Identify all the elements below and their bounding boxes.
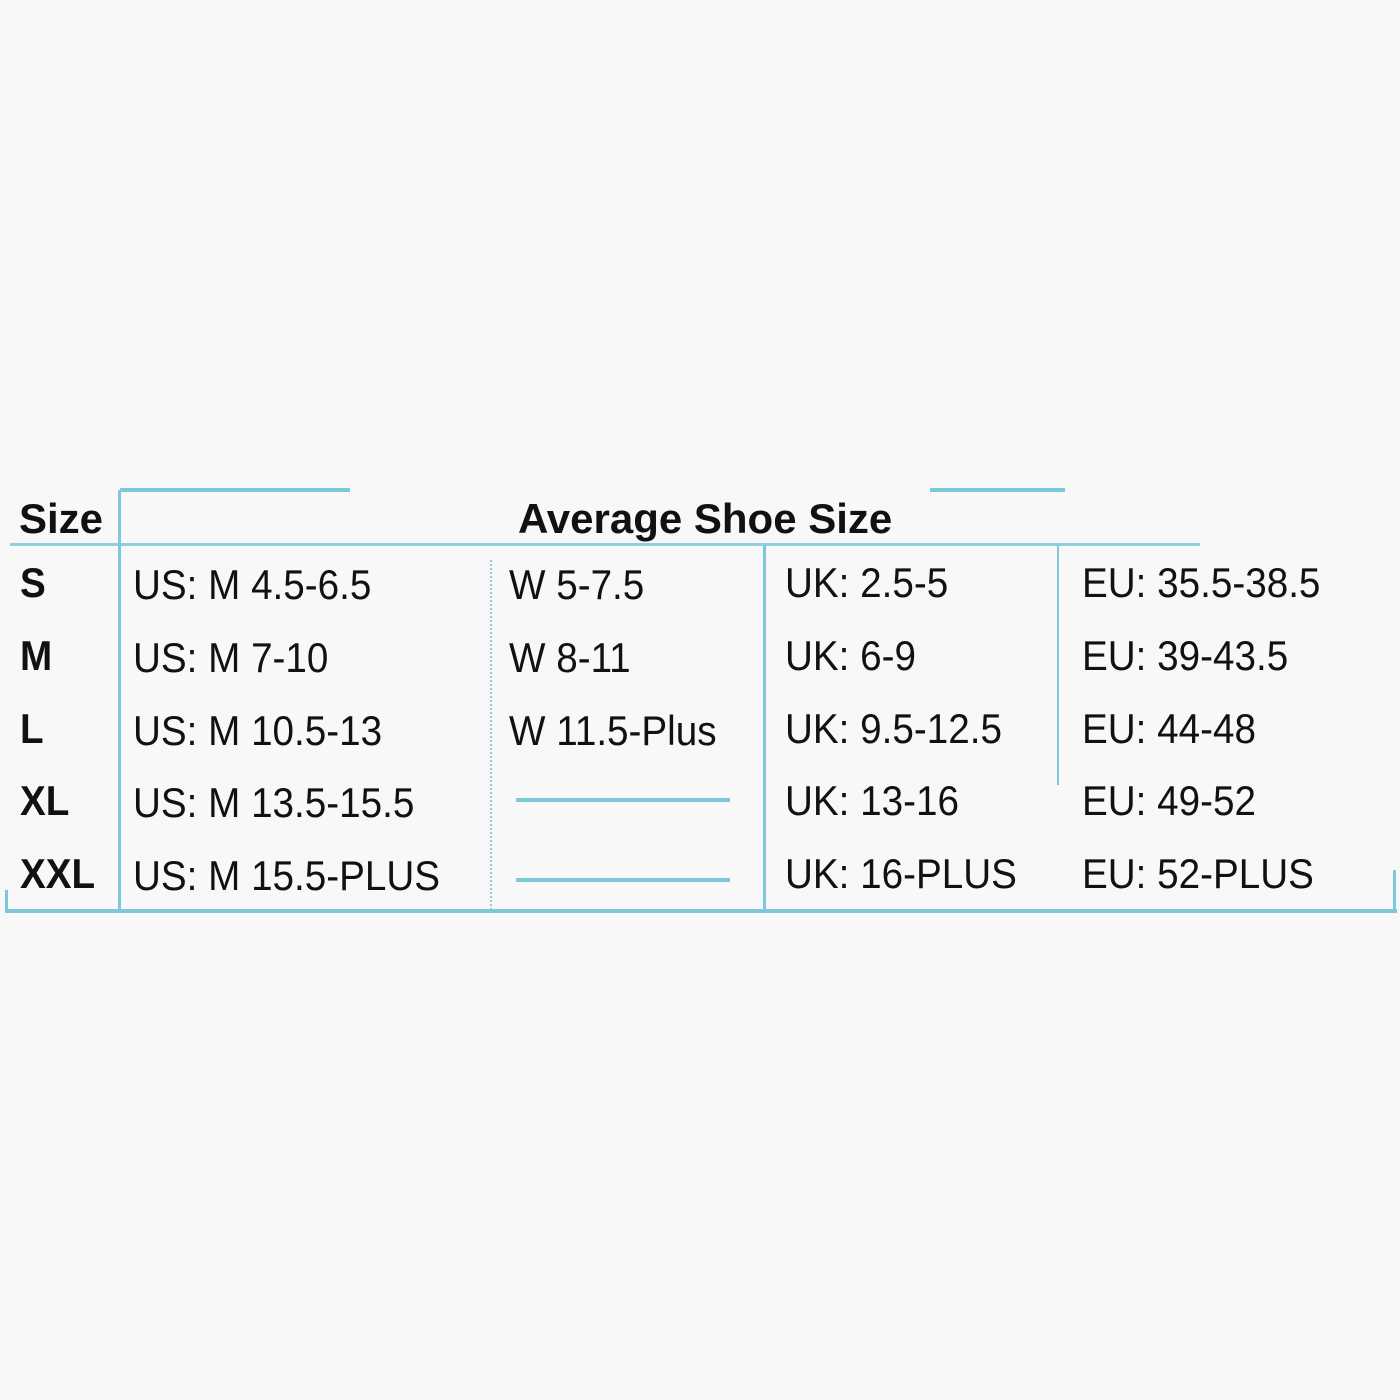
- eu-cell: EU: 44-48: [1082, 705, 1256, 752]
- bottom-border: [5, 909, 1397, 913]
- eu-cell: EU: 52-PLUS: [1082, 850, 1314, 897]
- empty-cell-dash: [516, 798, 730, 802]
- w-cell: W 8-11: [509, 634, 631, 681]
- eu-cell: EU: 39-43.5: [1082, 632, 1289, 679]
- uk-cell: UK: 13-16: [785, 777, 959, 824]
- right-border: [1393, 870, 1396, 912]
- empty-cell-dash: [516, 878, 730, 882]
- column-divider: [763, 545, 766, 912]
- top-border: [120, 488, 350, 492]
- column-divider: [490, 560, 492, 910]
- w-cell: W 5-7.5: [509, 561, 645, 608]
- us-cell: US: M 7-10: [133, 634, 329, 681]
- column-divider: [1057, 545, 1059, 785]
- us-cell: US: M 10.5-13: [133, 707, 383, 754]
- uk-cell: UK: 9.5-12.5: [785, 705, 1002, 752]
- size-cell: XXL: [20, 850, 96, 897]
- uk-cell: UK: 2.5-5: [785, 559, 949, 606]
- uk-cell: UK: 16-PLUS: [785, 850, 1017, 897]
- size-cell: M: [20, 632, 53, 679]
- header-divider: [10, 543, 1200, 546]
- top-border: [930, 488, 1065, 492]
- size-cell: L: [20, 705, 44, 752]
- size-cell: XL: [20, 777, 70, 824]
- uk-cell: UK: 6-9: [785, 632, 916, 679]
- us-cell: US: M 4.5-6.5: [133, 561, 372, 608]
- eu-cell: EU: 49-52: [1082, 777, 1256, 824]
- w-cell: W 11.5-Plus: [509, 707, 717, 754]
- size-cell: S: [20, 559, 46, 606]
- left-border: [5, 890, 8, 912]
- average-shoe-size-header: Average Shoe Size: [518, 495, 893, 542]
- column-divider: [118, 490, 121, 912]
- us-cell: US: M 13.5-15.5: [133, 779, 415, 826]
- us-cell: US: M 15.5-PLUS: [133, 852, 441, 899]
- eu-cell: EU: 35.5-38.5: [1082, 559, 1321, 606]
- size-header: Size: [19, 495, 104, 542]
